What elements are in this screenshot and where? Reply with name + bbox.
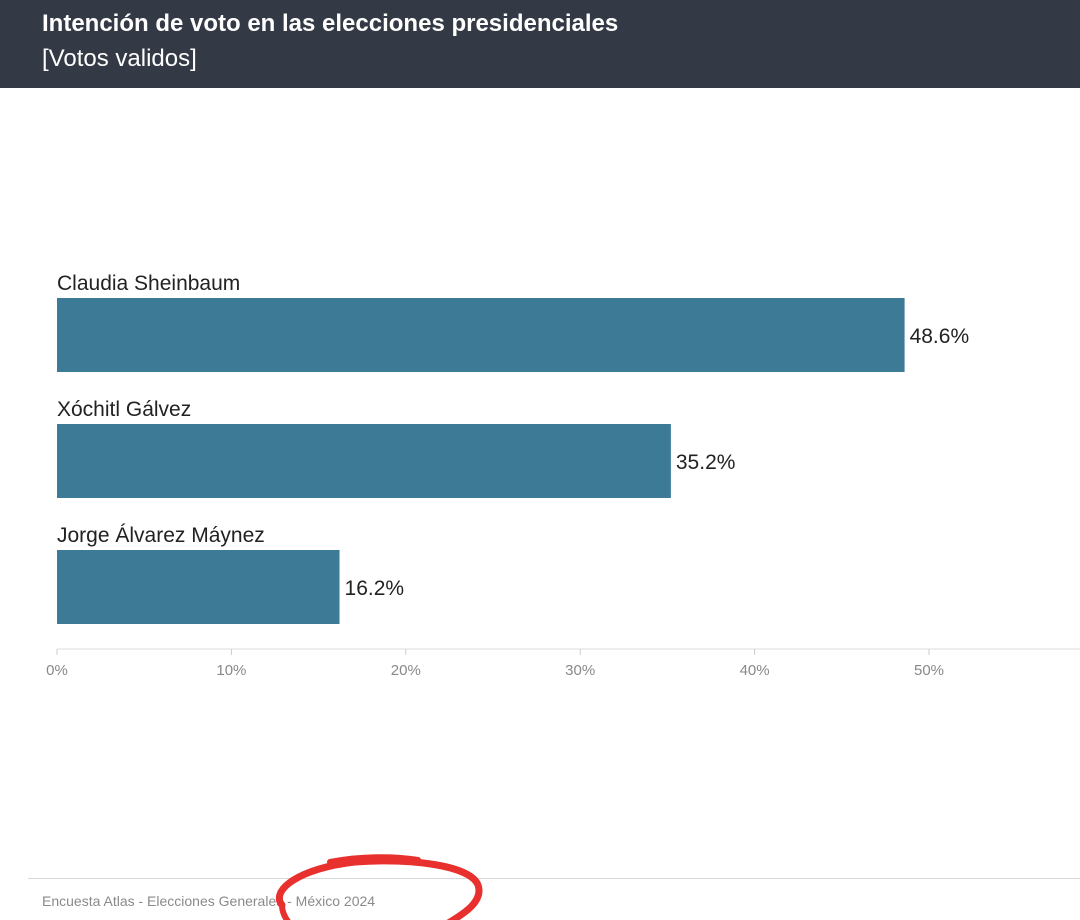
value-label: 48.6% bbox=[910, 325, 970, 348]
source-note: Encuesta Atlas - Elecciones Generales - … bbox=[42, 893, 376, 909]
chart-title: Intención de voto en las elecciones pres… bbox=[42, 10, 619, 37]
bar bbox=[57, 424, 671, 498]
bar bbox=[57, 298, 905, 372]
category-label: Claudia Sheinbaum bbox=[57, 272, 240, 295]
x-tick-label: 50% bbox=[914, 662, 944, 679]
bar bbox=[57, 550, 340, 624]
chart-subtitle: [Votos validos] bbox=[42, 45, 197, 72]
footer-divider bbox=[28, 878, 1080, 879]
chart-header: Intención de voto en las elecciones pres… bbox=[0, 0, 1080, 88]
x-tick-label: 0% bbox=[46, 662, 68, 679]
value-label: 35.2% bbox=[676, 451, 736, 474]
x-tick-label: 10% bbox=[216, 662, 246, 679]
value-label: 16.2% bbox=[345, 577, 405, 600]
category-label: Jorge Álvarez Máynez bbox=[57, 524, 265, 547]
x-tick-label: 30% bbox=[565, 662, 595, 679]
category-label: Xóchitl Gálvez bbox=[57, 398, 191, 421]
x-tick-label: 20% bbox=[391, 662, 421, 679]
x-tick-label: 40% bbox=[740, 662, 770, 679]
